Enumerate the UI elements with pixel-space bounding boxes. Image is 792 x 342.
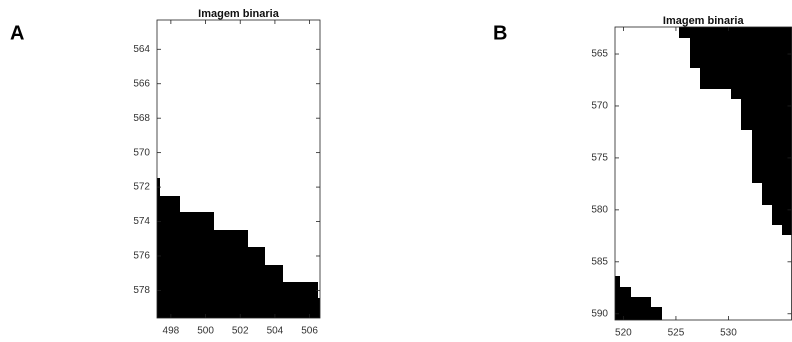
- y-tick-label: 575: [591, 153, 608, 164]
- binary-region: [157, 178, 320, 318]
- y-tick-label: 565: [591, 49, 608, 60]
- y-tick-label: 574: [133, 216, 150, 227]
- x-tick-label: 500: [197, 326, 214, 337]
- y-tick-label: 580: [591, 205, 608, 216]
- x-tick-label: 504: [267, 326, 284, 337]
- x-tick-label: 506: [301, 326, 318, 337]
- y-tick-label: 576: [133, 251, 150, 262]
- y-tick-label: 568: [133, 113, 150, 124]
- panel-label: A: [10, 22, 24, 44]
- chart-title: Imagem binaria: [663, 15, 745, 27]
- y-tick-label: 578: [133, 285, 150, 296]
- y-tick-label: 566: [133, 78, 150, 89]
- x-tick-label: 525: [668, 328, 685, 339]
- y-tick-label: 585: [591, 256, 608, 267]
- figure: A Imagem binaria 498 500 502 504 506 564 566 568 5…: [0, 0, 792, 342]
- x-tick-label: 502: [232, 326, 249, 337]
- x-tick-label: 520: [615, 328, 632, 339]
- y-tick-label: 590: [591, 308, 608, 319]
- binary-region: [615, 276, 662, 320]
- panel-label: B: [493, 22, 507, 44]
- x-tick-label: 498: [163, 326, 180, 337]
- binary-region: [679, 27, 792, 235]
- chart-title: Imagem binaria: [198, 8, 280, 20]
- y-tick-label: 570: [133, 147, 150, 158]
- x-tick-label: 530: [720, 328, 737, 339]
- y-tick-label: 564: [133, 44, 150, 55]
- y-tick-label: 572: [133, 182, 150, 193]
- y-tick-label: 570: [591, 101, 608, 112]
